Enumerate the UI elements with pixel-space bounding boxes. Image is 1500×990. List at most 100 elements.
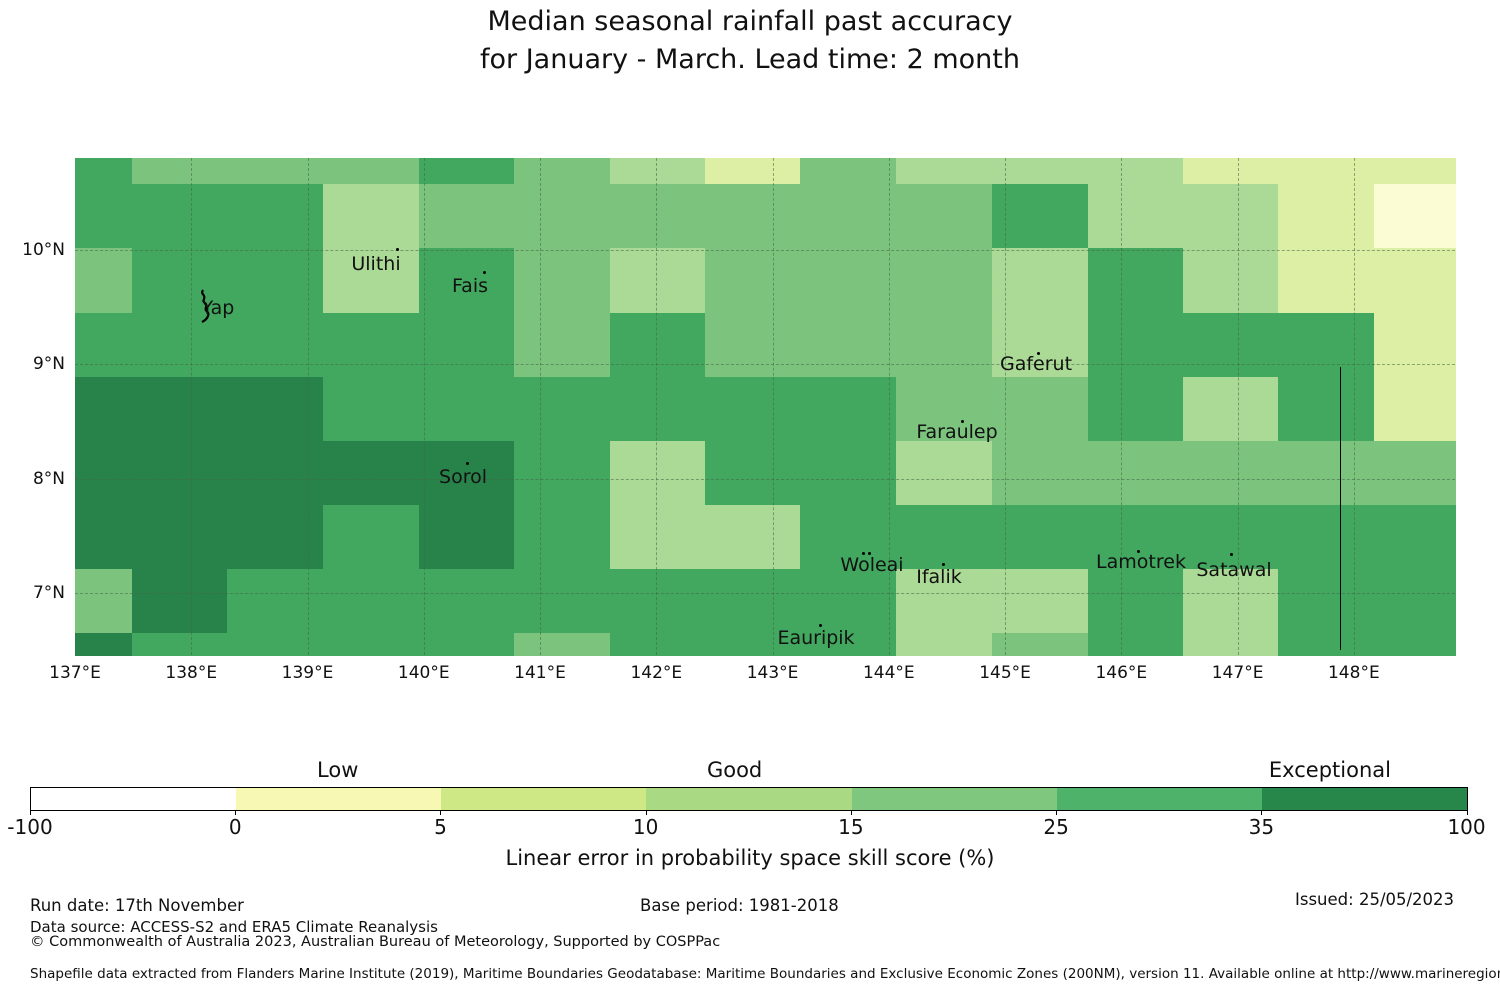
meridian-gridline (423, 158, 425, 655)
heatmap-cell (227, 569, 324, 634)
heatmap-cell (895, 569, 993, 634)
heatmap-cell (1182, 504, 1279, 570)
colorbar-tick-label: -100 (7, 815, 53, 839)
meridian-gridline (888, 158, 890, 655)
colorbar-tick (1056, 811, 1058, 815)
heatmap-cell (1373, 569, 1456, 634)
heatmap-cell (514, 376, 611, 442)
heatmap-cell (800, 440, 897, 506)
heatmap-cell (609, 569, 706, 634)
island-location-dot (1230, 553, 1233, 556)
island-label: Satawal (1196, 559, 1272, 581)
heatmap-cell (705, 184, 802, 250)
meridian-gridline (1005, 158, 1007, 655)
x-axis-tick-label: 142°E (630, 663, 683, 683)
x-axis-tick-label: 139°E (281, 663, 334, 683)
island-label: Yap (201, 297, 235, 319)
meridian-gridline (1237, 158, 1239, 655)
island-location-dot (396, 248, 399, 251)
heatmap-cell (609, 248, 706, 314)
colorbar-segment (1261, 788, 1468, 810)
colorbar-tick (645, 811, 647, 815)
heatmap-cell (131, 440, 228, 506)
heatmap-cell (322, 158, 420, 185)
heatmap-cell (75, 312, 133, 378)
heatmap-cell (895, 158, 993, 185)
shapefile-attribution-text: Shapefile data extracted from Flanders M… (30, 966, 1500, 982)
heatmap-cell (705, 440, 802, 506)
parallel-gridline (75, 478, 1455, 480)
heatmap-cell (1087, 504, 1184, 570)
heatmap-cell (131, 312, 228, 378)
heatmap-cell (895, 248, 993, 314)
heatmap-cell (131, 633, 228, 656)
heatmap-cell (609, 440, 706, 506)
island-location-dot (819, 624, 822, 627)
eez-boundary-line (1340, 367, 1341, 650)
colorbar-axis-label: Linear error in probability space skill … (505, 846, 995, 870)
heatmap-cell (1278, 248, 1375, 314)
heatmap-cell (609, 158, 706, 185)
island-label: Ulithi (351, 253, 401, 275)
heatmap-cell (1182, 633, 1279, 656)
x-axis-tick-label: 140°E (397, 663, 450, 683)
heatmap-cell (419, 248, 516, 314)
x-axis-tick-label: 137°E (49, 663, 101, 683)
island-label: Fais (451, 275, 489, 297)
heatmap-cell (227, 633, 324, 656)
heatmap-cell (609, 312, 706, 378)
y-axis-tick-label: 7°N (32, 583, 65, 604)
heatmap-cell (227, 440, 324, 506)
heatmap-cell (514, 248, 611, 314)
island-label: Woleai (840, 554, 904, 576)
heatmap-cell (895, 184, 993, 250)
heatmap-cell (1182, 158, 1279, 185)
heatmap-cell (800, 184, 897, 250)
heatmap-cell (322, 504, 420, 570)
heatmap-cell (1373, 376, 1456, 442)
yap-island-shape (201, 289, 210, 323)
colorbar-tick (850, 811, 852, 815)
heatmap-cell (514, 440, 611, 506)
heatmap-cell (322, 184, 420, 250)
map-plot-area: Ulithi Fais Yap Gaferut Faraulep Sorol Woleai I… (75, 158, 1456, 656)
meridian-gridline (772, 158, 774, 655)
island-location-dot (942, 563, 945, 566)
heatmap-cell (227, 312, 324, 378)
heatmap-cell (800, 376, 897, 442)
island-label: Ifalik (916, 566, 962, 588)
heatmap-cell (705, 569, 802, 634)
island-label: Lamotrek (1096, 551, 1186, 573)
heatmap-cell (322, 376, 420, 442)
parallel-gridline (75, 364, 1455, 366)
heatmap-cell (75, 569, 133, 634)
x-axis-tick-label: 138°E (165, 663, 218, 683)
heatmap-cell (227, 248, 324, 314)
heatmap-cell (322, 633, 420, 656)
heatmap-cell (1373, 633, 1456, 656)
meridian-gridline (1353, 158, 1355, 655)
heatmap-cell (992, 440, 1089, 506)
data-source-text: Data source: ACCESS-S2 and ERA5 Climate … (30, 918, 438, 936)
island-location-dot (961, 420, 964, 423)
heatmap-cell (992, 312, 1089, 378)
copyright-text: © Commonwealth of Australia 2023, Austra… (30, 934, 721, 950)
heatmap-cell (992, 569, 1089, 634)
heatmap-cell (227, 376, 324, 442)
heatmap-cell (514, 569, 611, 634)
heatmap-cell (131, 248, 228, 314)
heatmap-cell (419, 312, 516, 378)
colorbar-tick-label: 0 (228, 815, 242, 839)
x-axis-tick-label: 146°E (1095, 663, 1148, 683)
y-axis-tick-label: 10°N (22, 239, 65, 260)
colorbar-tick (1466, 811, 1468, 815)
heatmap-cell (992, 504, 1089, 570)
heatmap-cell (1087, 440, 1184, 506)
colorbar-section-label: Exceptional (1268, 758, 1391, 782)
y-axis-tick-label: 8°N (32, 468, 65, 489)
chart-title-line1: Median seasonal rainfall past accuracy (487, 6, 1013, 37)
heatmap-cell (992, 376, 1089, 442)
island-label: Gaferut (999, 353, 1073, 375)
colorbar-tick-label: 35 (1248, 815, 1275, 839)
